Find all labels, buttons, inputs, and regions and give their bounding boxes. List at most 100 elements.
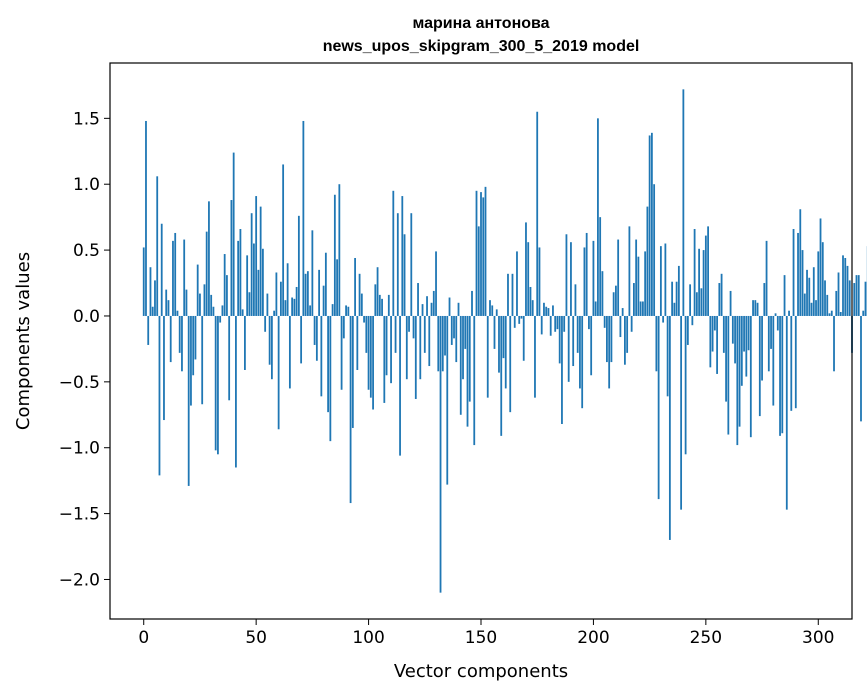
bar [522,315,525,361]
bar [727,315,730,435]
bar [630,315,633,332]
chart-subtitle: news_upos_skipgram_300_5_2019 model [323,38,640,55]
bar [261,248,264,316]
bar [644,251,647,316]
bar [839,312,842,316]
bar [500,315,503,436]
bar [745,315,748,377]
bar [165,289,168,316]
bar [779,315,781,436]
bar [680,315,683,510]
bar [709,315,712,368]
bar [185,289,188,316]
bar [747,315,750,351]
bar [509,315,512,413]
bar [349,315,352,504]
bar [394,315,397,353]
bar [282,164,285,316]
bar [214,315,217,451]
bar [399,315,401,456]
bar [812,267,815,316]
bar [585,232,588,316]
bar [322,285,325,316]
bar [498,315,500,373]
bar [617,239,620,316]
bar [255,196,258,316]
bar [671,281,674,316]
x-tick-label: 0 [138,628,149,648]
bar [844,257,847,316]
bar [626,315,629,353]
bar [306,271,309,316]
bar [484,186,487,316]
bar [414,315,417,399]
bar [241,309,244,316]
bar [558,315,561,364]
bar [725,315,727,402]
bar [480,192,482,316]
bar [455,315,458,363]
bar [459,315,462,415]
bar [695,292,698,316]
bar [819,218,822,316]
x-tick-label: 300 [802,628,834,648]
bar [711,315,714,352]
bar [529,286,532,316]
bar [288,315,291,389]
bar [707,226,709,316]
bar [673,302,676,316]
bar [374,284,377,316]
bar [837,272,840,316]
bar [385,315,388,376]
bar [203,284,206,316]
bar [731,315,734,344]
bar [641,301,644,316]
bar [511,273,514,316]
bar [563,315,566,332]
chart-title: марина антонова [412,15,549,32]
bar [232,152,235,316]
bar [556,315,559,330]
y-tick-label: −1.5 [59,505,100,525]
bar [410,213,413,316]
bar [347,306,350,316]
y-tick-label: −2.0 [59,570,100,590]
bar [702,250,705,316]
bar [291,297,294,316]
bar [336,259,338,316]
bar [264,315,267,332]
bar [549,315,552,336]
bar [536,111,539,316]
bar [648,135,651,316]
bar [758,315,761,417]
bar [830,310,833,316]
bar [833,315,835,372]
bar [246,255,249,316]
bar [383,315,386,403]
bar [212,306,215,316]
bar [860,315,862,422]
bar [237,240,240,316]
bar [327,315,330,413]
bar [628,226,631,316]
bar [855,275,858,316]
bar [583,247,586,316]
x-tick-label: 200 [577,628,609,648]
bar [624,315,626,365]
bar [516,251,518,316]
bar [412,315,415,339]
bar [340,315,343,390]
bar [810,302,813,316]
bar [329,315,332,442]
bar [372,315,374,410]
bar [864,281,867,316]
bar [664,243,667,316]
bar [192,315,195,376]
bar [468,315,471,402]
bar [646,206,649,316]
bar [574,284,577,316]
bar [493,315,496,349]
bar [502,315,505,359]
bar [815,300,817,316]
bar [408,315,410,332]
